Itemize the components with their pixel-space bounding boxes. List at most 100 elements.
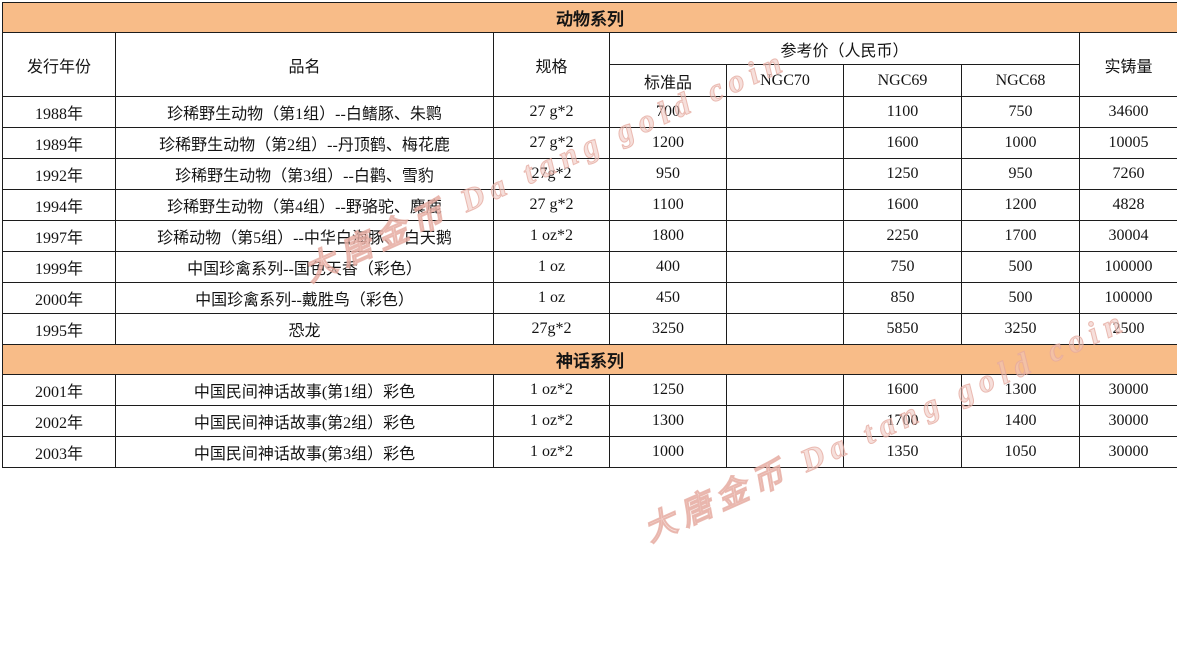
cell-year: 1992年 xyxy=(2,158,116,190)
cell-spec: 1 oz xyxy=(493,282,610,314)
cell-ngc70 xyxy=(726,127,844,159)
cell-ngc69: 5850 xyxy=(843,313,962,345)
cell-spec: 27 g*2 xyxy=(493,189,610,221)
cell-year: 1995年 xyxy=(2,313,116,345)
cell-mintage: 30000 xyxy=(1079,374,1177,406)
col-header-ngc70: NGC70 xyxy=(726,64,844,97)
animal-series-body: 1988年 珍稀野生动物（第1组）--白鳍豚、朱鹮 27 g*2 700 1100 750… xyxy=(2,96,1177,345)
cell-std: 700 xyxy=(609,96,727,128)
cell-std: 950 xyxy=(609,158,727,190)
cell-mintage: 100000 xyxy=(1079,251,1177,283)
cell-mintage: 7260 xyxy=(1079,158,1177,190)
cell-year: 2002年 xyxy=(2,405,116,437)
table-row: 2002年 中国民间神话故事(第2组）彩色 1 oz*2 1300 1700 1400 30… xyxy=(2,405,1177,437)
cell-ngc68: 750 xyxy=(961,96,1080,128)
cell-name: 中国珍禽系列--国色天香（彩色） xyxy=(115,251,494,283)
cell-ngc70 xyxy=(726,405,844,437)
cell-ngc70 xyxy=(726,96,844,128)
cell-mintage: 30004 xyxy=(1079,220,1177,252)
cell-year: 1988年 xyxy=(2,96,116,128)
cell-ngc69: 1100 xyxy=(843,96,962,128)
myth-series-body: 2001年 中国民间神话故事(第1组）彩色 1 oz*2 1250 1600 1300 30… xyxy=(2,374,1177,468)
cell-ngc68: 500 xyxy=(961,282,1080,314)
col-header-year: 发行年份 xyxy=(2,32,116,97)
cell-year: 2000年 xyxy=(2,282,116,314)
col-header-name: 品名 xyxy=(115,32,494,97)
cell-name: 中国民间神话故事(第2组）彩色 xyxy=(115,405,494,437)
cell-name: 中国珍禽系列--戴胜鸟（彩色） xyxy=(115,282,494,314)
col-header-mintage: 实铸量 xyxy=(1079,32,1177,97)
col-header-ngc68: NGC68 xyxy=(961,64,1080,97)
cell-name: 中国民间神话故事(第1组）彩色 xyxy=(115,374,494,406)
cell-ngc70 xyxy=(726,189,844,221)
table-row: 2001年 中国民间神话故事(第1组）彩色 1 oz*2 1250 1600 1300 30… xyxy=(2,374,1177,406)
cell-spec: 27g*2 xyxy=(493,158,610,190)
cell-name: 珍稀野生动物（第2组）--丹顶鹤、梅花鹿 xyxy=(115,127,494,159)
section-header-myth: 神话系列 xyxy=(2,344,1177,375)
cell-std: 400 xyxy=(609,251,727,283)
col-header-ngc69: NGC69 xyxy=(843,64,962,97)
cell-ngc68: 950 xyxy=(961,158,1080,190)
cell-ngc69: 1350 xyxy=(843,436,962,468)
cell-ngc70 xyxy=(726,313,844,345)
cell-ngc69: 750 xyxy=(843,251,962,283)
cell-ngc69: 1600 xyxy=(843,189,962,221)
table-row: 1992年 珍稀野生动物（第3组）--白鹳、雪豹 27g*2 950 1250 950 72… xyxy=(2,158,1177,190)
cell-ngc68: 1200 xyxy=(961,189,1080,221)
table-row: 1989年 珍稀野生动物（第2组）--丹顶鹤、梅花鹿 27 g*2 1200 1600 1… xyxy=(2,127,1177,159)
cell-mintage: 30000 xyxy=(1079,436,1177,468)
cell-name: 中国民间神话故事(第3组）彩色 xyxy=(115,436,494,468)
cell-year: 2003年 xyxy=(2,436,116,468)
cell-year: 1997年 xyxy=(2,220,116,252)
table-row: 2003年 中国民间神话故事(第3组）彩色 1 oz*2 1000 1350 1050 30… xyxy=(2,436,1177,468)
cell-ngc69: 1600 xyxy=(843,127,962,159)
cell-std: 1250 xyxy=(609,374,727,406)
cell-spec: 1 oz*2 xyxy=(493,436,610,468)
cell-ngc69: 2250 xyxy=(843,220,962,252)
cell-ngc68: 1300 xyxy=(961,374,1080,406)
table-row: 1994年 珍稀野生动物（第4组）--野骆驼、麋鹿 27 g*2 1100 1600 12… xyxy=(2,189,1177,221)
cell-std: 1000 xyxy=(609,436,727,468)
cell-ngc68: 1000 xyxy=(961,127,1080,159)
cell-mintage: 4828 xyxy=(1079,189,1177,221)
cell-std: 1100 xyxy=(609,189,727,221)
cell-mintage: 10005 xyxy=(1079,127,1177,159)
cell-name: 珍稀野生动物（第1组）--白鳍豚、朱鹮 xyxy=(115,96,494,128)
cell-std: 3250 xyxy=(609,313,727,345)
cell-mintage: 2500 xyxy=(1079,313,1177,345)
cell-spec: 27 g*2 xyxy=(493,96,610,128)
cell-mintage: 30000 xyxy=(1079,405,1177,437)
cell-name: 珍稀动物（第5组）--中华白海豚、 白天鹅 xyxy=(115,220,494,252)
cell-ngc70 xyxy=(726,374,844,406)
cell-std: 450 xyxy=(609,282,727,314)
cell-ngc68: 1400 xyxy=(961,405,1080,437)
cell-ngc69: 1700 xyxy=(843,405,962,437)
cell-year: 2001年 xyxy=(2,374,116,406)
table-row: 1997年 珍稀动物（第5组）--中华白海豚、 白天鹅 1 oz*2 1800 2250… xyxy=(2,220,1177,252)
cell-spec: 27 g*2 xyxy=(493,127,610,159)
myth-section-header-body: 神话系列 xyxy=(2,344,1177,375)
cell-ngc70 xyxy=(726,282,844,314)
table-row: 2000年 中国珍禽系列--戴胜鸟（彩色） 1 oz 450 850 500 100000 xyxy=(2,282,1177,314)
cell-spec: 1 oz xyxy=(493,251,610,283)
cell-mintage: 100000 xyxy=(1079,282,1177,314)
section-header-animal: 动物系列 xyxy=(2,2,1177,33)
cell-spec: 1 oz*2 xyxy=(493,374,610,406)
col-header-standard: 标准品 xyxy=(609,64,727,97)
section-title-myth: 神话系列 xyxy=(2,344,1177,375)
col-header-price-group: 参考价（人民币） xyxy=(609,32,1080,65)
cell-std: 1200 xyxy=(609,127,727,159)
cell-year: 1999年 xyxy=(2,251,116,283)
cell-ngc69: 850 xyxy=(843,282,962,314)
col-header-spec: 规格 xyxy=(493,32,610,97)
cell-std: 1800 xyxy=(609,220,727,252)
cell-name: 珍稀野生动物（第4组）--野骆驼、麋鹿 xyxy=(115,189,494,221)
table-row: 1988年 珍稀野生动物（第1组）--白鳍豚、朱鹮 27 g*2 700 1100 750… xyxy=(2,96,1177,128)
cell-ngc68: 1050 xyxy=(961,436,1080,468)
cell-ngc70 xyxy=(726,158,844,190)
cell-spec: 27g*2 xyxy=(493,313,610,345)
coin-price-table: 动物系列 发行年份 品名 规格 参考价（人民币） 实铸量 标准品 NGC70 N… xyxy=(2,2,1177,468)
cell-ngc69: 1250 xyxy=(843,158,962,190)
cell-year: 1989年 xyxy=(2,127,116,159)
table-row: 1995年 恐龙 27g*2 3250 5850 3250 2500 xyxy=(2,313,1177,345)
